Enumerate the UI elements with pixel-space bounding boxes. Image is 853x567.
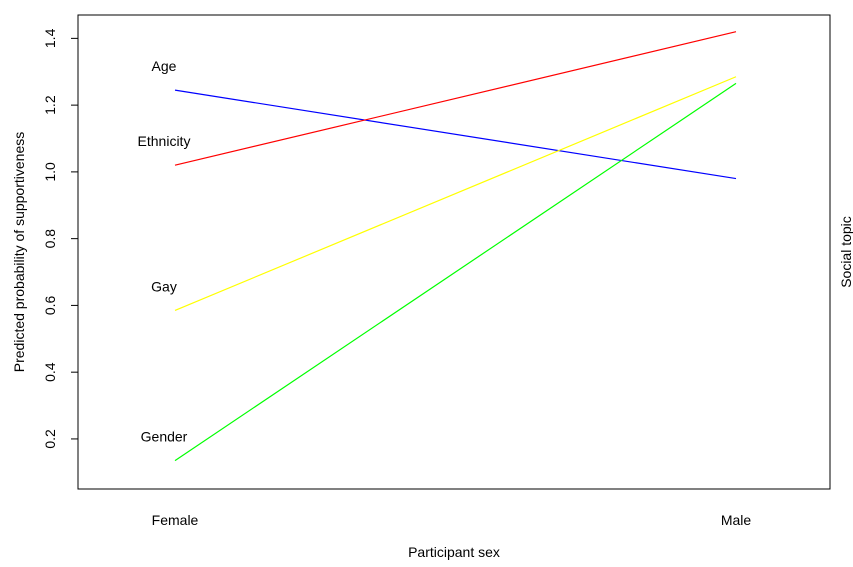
series-label-gender: Gender <box>141 429 188 445</box>
series-labels: Age Ethnicity Gay Gender <box>138 58 191 445</box>
y-tick-label: 0.4 <box>42 362 58 382</box>
y-tick-label: 0.8 <box>42 229 58 249</box>
series-line-ethnicity <box>174 31 737 166</box>
series-line-gender <box>174 82 737 462</box>
y-tick-label: 1.0 <box>42 162 58 182</box>
series-line-age <box>174 89 737 180</box>
y-axis-title: Predicted probability of supportiveness <box>11 132 27 372</box>
right-axis-title: Social topic <box>838 216 853 288</box>
series-line-gay <box>174 76 737 311</box>
series-lines <box>174 31 737 462</box>
plot-frame <box>77 14 831 490</box>
y-tick-label: 0.2 <box>42 429 58 449</box>
x-axis: Female Male <box>152 512 752 528</box>
series-label-gay: Gay <box>151 278 177 294</box>
x-tick-label: Female <box>152 512 199 528</box>
x-tick-label: Male <box>721 512 752 528</box>
series-label-age: Age <box>152 58 177 74</box>
x-axis-title: Participant sex <box>408 544 500 560</box>
y-tick-label: 1.4 <box>42 28 58 48</box>
y-tick-label: 0.6 <box>42 295 58 315</box>
y-axis: 0.2 0.4 0.6 0.8 1.0 1.2 1.4 <box>42 28 79 449</box>
y-tick-label: 1.2 <box>42 95 58 115</box>
series-label-ethnicity: Ethnicity <box>138 133 191 149</box>
